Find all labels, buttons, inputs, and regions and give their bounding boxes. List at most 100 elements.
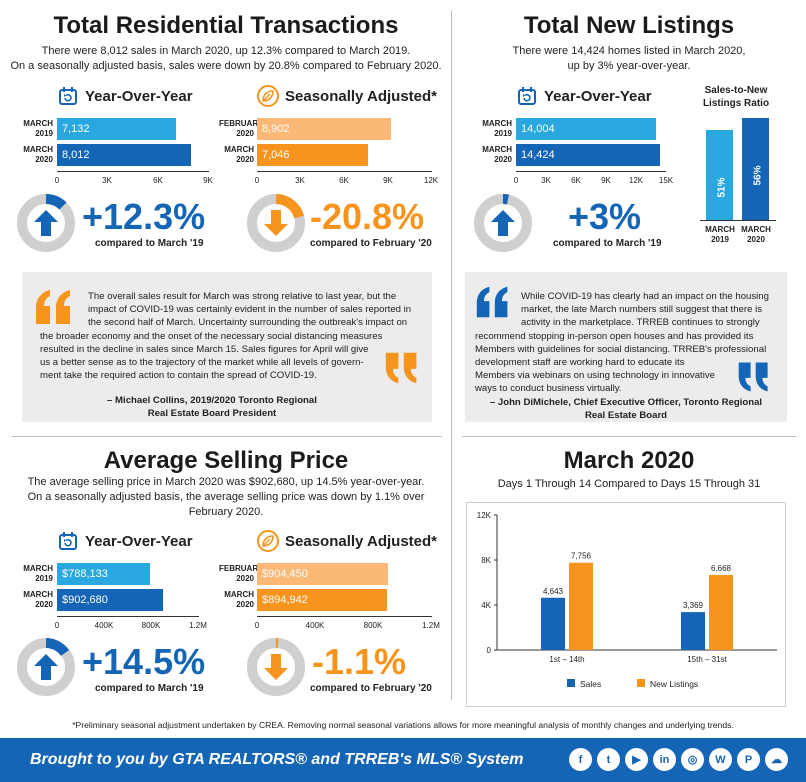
leaf-icon: [257, 85, 279, 107]
listings-r1-label: MARCH 2019: [482, 119, 512, 138]
bar-sales: [541, 597, 565, 650]
y-tick-label: 8K: [481, 556, 491, 565]
close-quote-icon: [384, 352, 420, 389]
twitter-icon[interactable]: t: [597, 748, 620, 771]
price-yoy-heading: Year-Over-Year: [57, 530, 193, 552]
trans-yoy-donut: [15, 192, 77, 254]
transactions-title: Total Residential Transactions: [53, 12, 399, 39]
tick: 3K: [541, 176, 551, 185]
instagram-icon[interactable]: ◎: [681, 748, 704, 771]
open-quote-icon: [34, 290, 74, 329]
calendar-icon: [516, 85, 538, 107]
price-sa-bar-mar: $894,942: [257, 589, 387, 611]
price-sa-compare: compared to February '20: [310, 683, 432, 694]
trans-sa-bar-mar: 7,046: [257, 144, 368, 166]
data-label: 7,756: [571, 552, 592, 561]
listings-donut: [472, 192, 534, 254]
price-sa-r2-label: MARCH 2020: [224, 590, 254, 609]
quote-box-dimichele: While COVID-19 has clearly had an impact…: [465, 272, 787, 422]
price-yoy-r1-label: MARCH 2019: [23, 564, 53, 583]
trans-yoy-compare: compared to March '19: [95, 238, 204, 249]
legend-swatch: [637, 679, 645, 687]
price-sa-axis: [257, 616, 432, 617]
listings-bar-2019: 14,004: [516, 118, 656, 140]
trans-sa-r2-label: MARCH 2020: [224, 145, 254, 164]
listings-compare: compared to March '19: [553, 238, 662, 249]
price-yoy-donut: [15, 636, 77, 698]
data-label: 3,369: [683, 601, 704, 610]
tick: 12K: [628, 176, 644, 185]
linkedin-icon[interactable]: in: [653, 748, 676, 771]
quote-collins-text2: the broader economy and the onset of the…: [40, 330, 383, 382]
pinterest-icon[interactable]: P: [737, 748, 760, 771]
youtube-icon[interactable]: ▶: [625, 748, 648, 771]
listings-percent: +3%: [568, 196, 642, 237]
ratio-label-2020: MARCH 2020: [741, 225, 771, 244]
trans-sa-percent: -20.8%: [310, 196, 425, 237]
price-yoy-compare: compared to March '19: [95, 683, 204, 694]
price-yoy-axis: [57, 616, 199, 617]
quote-dimichele-text: While COVID-19 has clearly had an impact…: [521, 291, 769, 329]
listings-yoy-heading: Year-Over-Year: [516, 85, 652, 107]
trans-sa-heading: Seasonally Adjusted*: [257, 85, 437, 107]
price-yoy-bar-2020: $902,680: [57, 589, 163, 611]
listings-sub2: up by 3% year-over-year.: [567, 60, 691, 72]
ratio-label-2019: MARCH 2019: [705, 225, 735, 244]
price-sub3: February 2020.: [188, 506, 264, 518]
tick: 6K: [571, 176, 581, 185]
tick: 0: [254, 176, 260, 185]
listings-sub1: There were 14,424 homes listed in March …: [512, 45, 746, 57]
march-sub: Days 1 Through 14 Compared to Days 15 Th…: [497, 478, 761, 490]
open-quote-icon: [475, 286, 511, 323]
march-chart-frame: 0 4K 8K 12K 4,643 7,756 1st – 14th 3,369 6,668 15…: [466, 502, 786, 707]
cloud-icon[interactable]: ☁: [765, 748, 788, 771]
trans-sa-donut: [245, 192, 307, 254]
quote-dimichele-text2: recommend stopping in-person open houses…: [475, 330, 767, 395]
tick: 9K: [383, 176, 393, 185]
price-sa-r1-label: FEBRUARY 2020: [219, 564, 264, 583]
trans-yoy-bar-2020: 8,012: [57, 144, 191, 166]
footer-text: Brought to you by GTA REALTORS® and TRRE…: [30, 751, 524, 768]
data-label: 4,643: [543, 587, 564, 596]
bar-new-listings: [569, 562, 593, 650]
ratio-value-2020: 56%: [752, 165, 764, 186]
trans-sa-compare: compared to February '20: [310, 238, 432, 249]
x-tick-label: 15th – 31st: [687, 655, 727, 664]
close-quote-icon: [737, 362, 771, 397]
price-sub2: On a seasonally adjusted basis, the aver…: [27, 491, 425, 503]
tick: 0: [254, 621, 260, 630]
quote-collins-text: The overall sales result for March was s…: [88, 291, 412, 329]
trans-sa-axis: [257, 171, 432, 172]
x-tick-label: 1st – 14th: [549, 655, 584, 664]
price-yoy-r2-label: MARCH 2020: [23, 590, 53, 609]
transactions-sub1: There were 8,012 sales in March 2020, up…: [41, 45, 411, 57]
tick: 0: [513, 176, 519, 185]
trans-yoy-heading: Year-Over-Year: [57, 85, 193, 107]
price-sa-heading: Seasonally Adjusted*: [257, 530, 437, 552]
tick: 6K: [339, 176, 349, 185]
wordpress-icon[interactable]: W: [709, 748, 732, 771]
price-sa-bar-feb: $904,450: [257, 563, 388, 585]
listings-title: Total New Listings: [523, 12, 735, 39]
price-yoy-label: Year-Over-Year: [85, 532, 193, 550]
tick: 12K: [423, 176, 439, 185]
quote-box-collins: The overall sales result for March was s…: [22, 272, 432, 422]
tick: 3K: [295, 176, 305, 185]
tick: 400K: [94, 621, 114, 630]
tick: 800K: [141, 621, 161, 630]
right-divider: [462, 436, 796, 437]
bar-sales: [681, 612, 705, 650]
tick: 0: [54, 176, 60, 185]
bar-new-listings: [709, 574, 733, 650]
social-icons: f t ▶ in ◎ W P ☁: [569, 748, 788, 771]
trans-yoy-bar-2019: 7,132: [57, 118, 176, 140]
footer: Brought to you by GTA REALTORS® and TRRE…: [0, 738, 806, 782]
legend-label: New Listings: [650, 679, 698, 689]
facebook-icon[interactable]: f: [569, 748, 592, 771]
price-sub1: The average selling price in March 2020 …: [27, 476, 425, 488]
listings-r2-label: MARCH 2020: [482, 145, 512, 164]
tick: 9K: [601, 176, 611, 185]
tick: 400K: [305, 621, 325, 630]
price-sa-donut: [245, 636, 307, 698]
tick: 9K: [203, 176, 213, 185]
